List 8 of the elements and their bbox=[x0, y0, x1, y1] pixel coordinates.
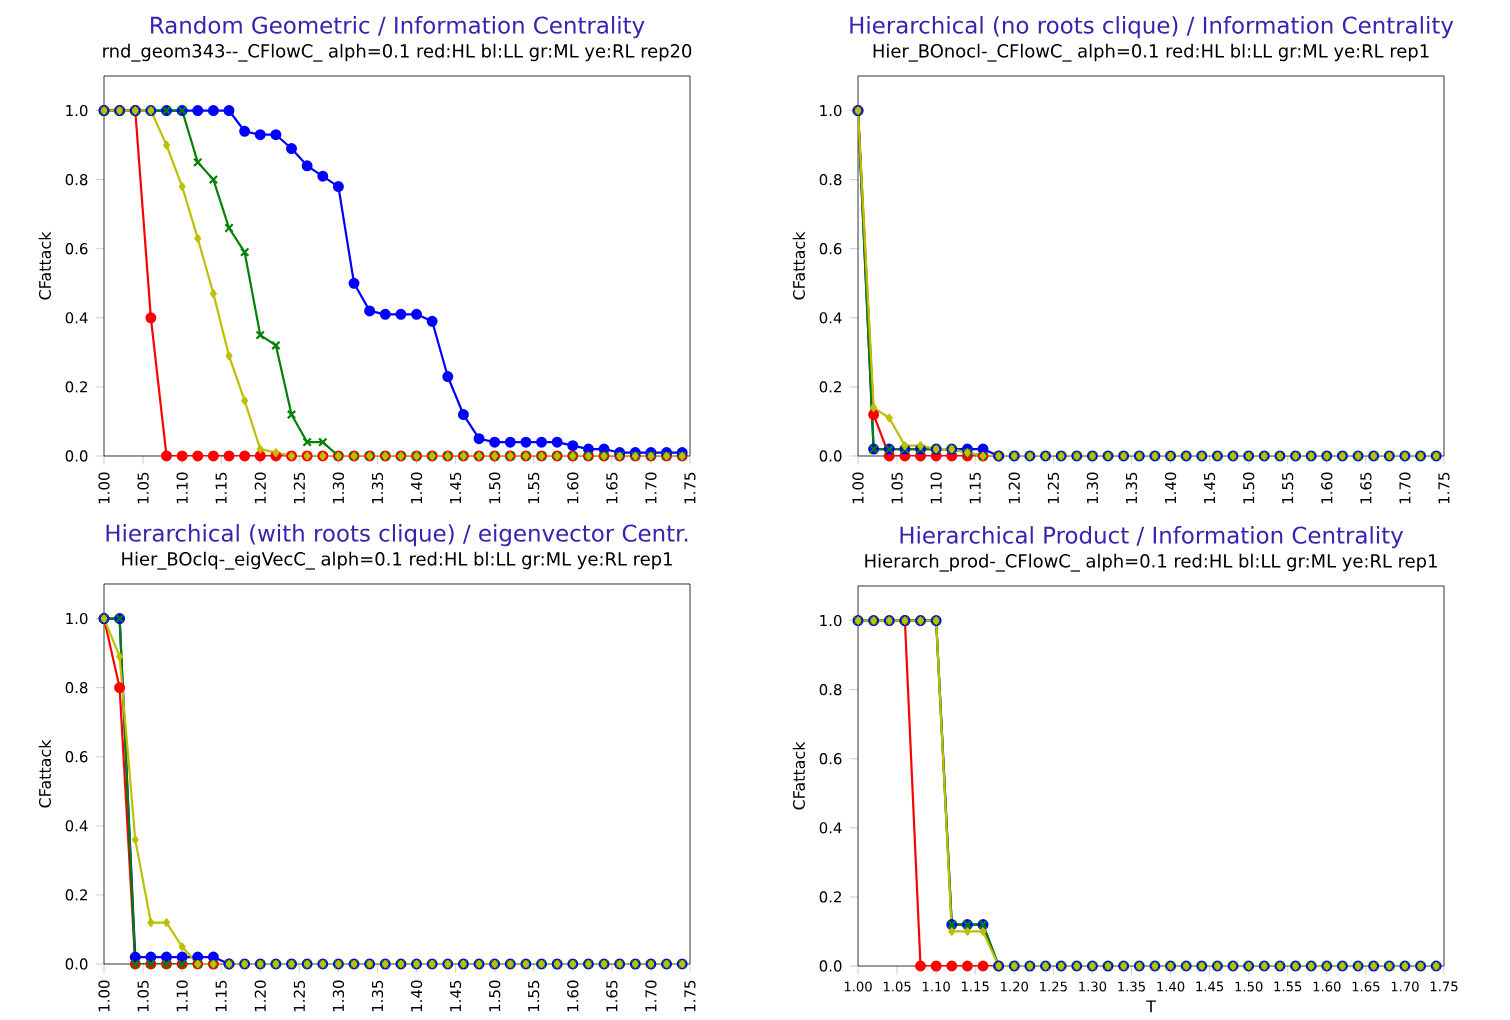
chart-subtitle: Hier_BOnocl-_CFlowC_ alph=0.1 red:HL bl:LL gr:ML ye:RL rep1 bbox=[873, 43, 1429, 62]
chart-subtitle: Hier_BOclq-_eigVecC_ alph=0.1 red:HL bl:LL gr:ML ye:RL rep1 bbox=[122, 551, 672, 570]
chart-title: Hierarchical Product / Information Centrality bbox=[900, 526, 1404, 549]
chart-subtitle: rnd_geom343--_CFlowC_ alph=0.1 red:HL bl:LL gr:ML ye:RL rep20 bbox=[103, 43, 692, 62]
chart-title: Hierarchical (no roots clique) / Information Centrality bbox=[850, 16, 1454, 39]
chart-title: Hierarchical (with roots clique) / eigenvector Centr. bbox=[106, 524, 688, 547]
chart-title: Random Geometric / Information Centrality bbox=[151, 16, 645, 39]
chart-subtitle: Hierarch_prod-_CFlowC_ alph=0.1 red:HL bl:LL gr:ML ye:RL rep1 bbox=[865, 553, 1437, 572]
